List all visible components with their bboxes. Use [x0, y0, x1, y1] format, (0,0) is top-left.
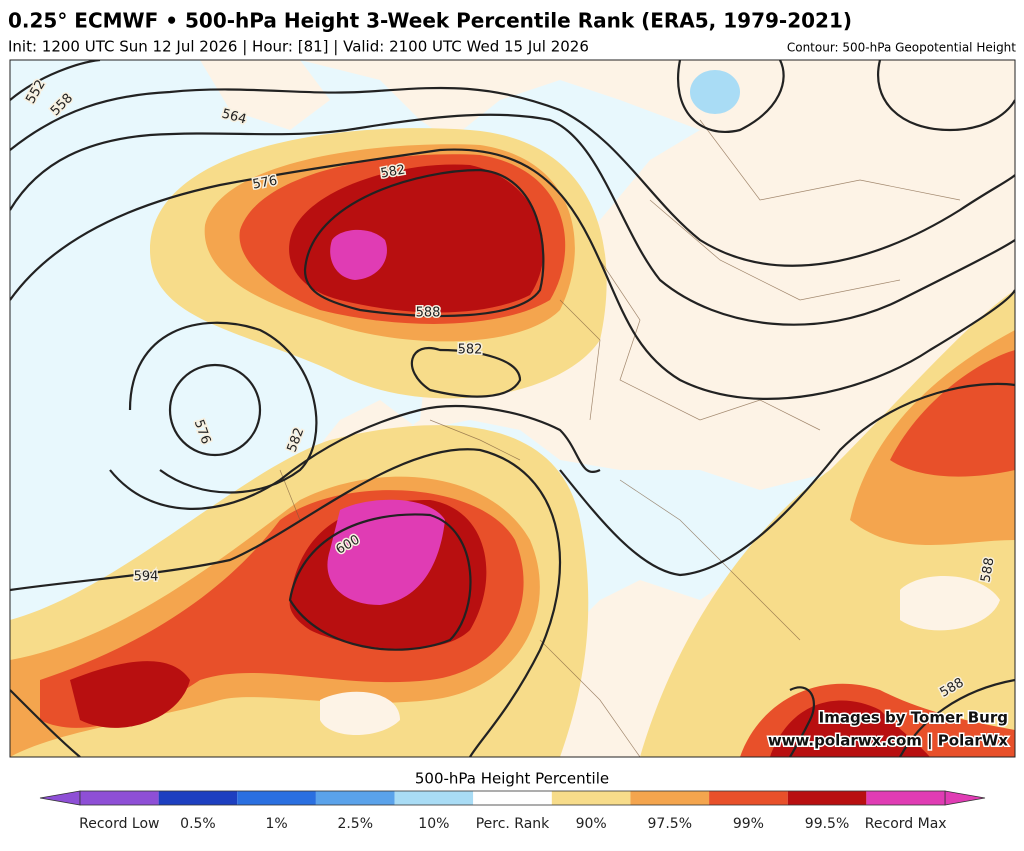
anomaly-995	[70, 661, 190, 728]
colorbar-label: 97.5%	[648, 816, 692, 832]
colorbar-label: Record Max	[865, 816, 947, 832]
colorbar-label: 99.5%	[805, 816, 849, 832]
colorbar-arrow	[39, 790, 81, 806]
low-anomaly	[690, 70, 740, 114]
colorbar-label: 10%	[418, 816, 449, 832]
contour-label: 564	[220, 107, 248, 128]
contour	[559, 382, 1015, 577]
colorbar-segment	[394, 791, 474, 805]
contour	[10, 113, 1015, 326]
land	[200, 60, 330, 130]
colorbar-label: Perc. Rank	[476, 816, 550, 832]
contour	[10, 86, 1015, 267]
colorbar-segment	[787, 791, 867, 805]
country-borders	[279, 119, 961, 757]
colorbar-label: 2.5%	[337, 816, 373, 832]
colorbar-label: 99%	[733, 816, 764, 832]
colorbar-segment	[80, 791, 159, 805]
anomaly-max	[330, 229, 387, 280]
contour-label: 588	[978, 556, 997, 583]
contour	[677, 60, 785, 133]
contour-label: 594	[134, 570, 159, 585]
colorbar: Record Low 0.5% 1% 2.5% 10% Perc. Rank 90% 97.5…	[39, 790, 986, 832]
colorbar-label: 1%	[265, 816, 287, 832]
anomaly-99	[890, 350, 1015, 477]
colorbar-segment	[315, 791, 395, 805]
contour	[168, 363, 262, 457]
colorbar-segment	[551, 791, 631, 805]
anomaly-995	[770, 700, 930, 757]
credit: www.polarwx.com | PolarWx	[768, 732, 1009, 751]
credit: Images by Tomer Burg	[819, 709, 1008, 727]
map-frame	[9, 59, 1016, 758]
contour	[303, 168, 545, 318]
contour-label: 582	[458, 343, 483, 358]
contour-label: 582	[379, 162, 406, 181]
colorbar-title: 500-hPa Height Percentile	[415, 770, 609, 788]
subtitle: Init: 1200 UTC Sun 12 Jul 2026 | Hour: […	[8, 38, 589, 56]
colorbar-frame	[79, 790, 946, 806]
contour	[10, 60, 101, 101]
colorbar-segment	[237, 791, 316, 805]
colorbar-label: Record Low	[79, 816, 159, 832]
colorbar-segment	[709, 791, 788, 805]
contour	[109, 405, 601, 510]
contour	[128, 321, 318, 494]
neutral	[900, 576, 1000, 631]
neutral	[320, 691, 400, 735]
contour	[288, 513, 472, 651]
colorbar-segment	[158, 791, 238, 805]
contour	[10, 689, 81, 757]
contour	[877, 60, 1015, 132]
colorbar-label: 0.5%	[180, 816, 216, 832]
contour-label: 588	[416, 306, 441, 321]
colorbar-segment	[866, 791, 945, 805]
contour	[789, 686, 815, 757]
colorbar-segment	[473, 791, 552, 805]
anomaly-max	[327, 499, 445, 605]
contour	[410, 347, 522, 398]
title: 0.25° ECMWF • 500-hPa Height 3-Week Perc…	[8, 9, 852, 33]
colorbar-label: 90%	[576, 816, 607, 832]
contour	[10, 148, 1015, 400]
contour-note: Contour: 500-hPa Geopotential Height	[787, 41, 1016, 55]
colorbar-arrow	[944, 790, 986, 806]
contour	[10, 448, 562, 757]
colorbar-segment	[630, 791, 710, 805]
contour	[899, 678, 1015, 757]
contour-label: 576	[251, 173, 278, 192]
